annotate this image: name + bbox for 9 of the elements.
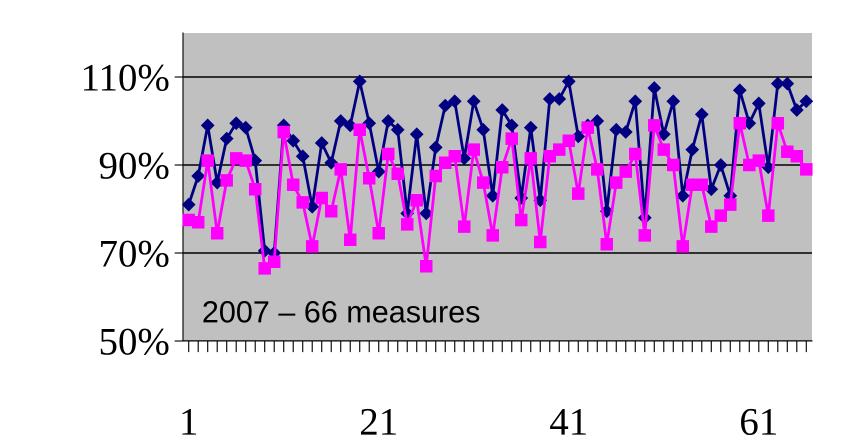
- x-tick-label: 21: [360, 408, 396, 435]
- x-tick-label: 61: [741, 408, 776, 436]
- y-tick-label: 50%: [100, 328, 168, 356]
- y-tick-label: 90%: [100, 152, 168, 180]
- annotation: 2007 – 66 measures: [203, 301, 480, 323]
- y-tick-label: 110%: [84, 64, 168, 92]
- y-tick-label: 70%: [101, 240, 168, 268]
- x-tick-label: 1: [182, 408, 196, 435]
- x-tick-label: 41: [550, 408, 586, 435]
